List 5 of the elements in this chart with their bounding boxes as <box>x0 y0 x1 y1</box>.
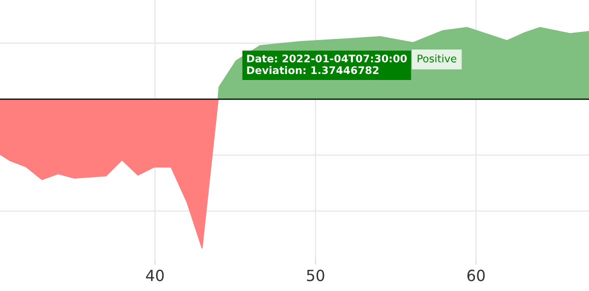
x-tick-label: 40 <box>146 270 164 282</box>
x-tick-label: 60 <box>467 270 485 282</box>
series-label: Positive <box>418 54 456 62</box>
annotation: Date: 2022-01-04T07:30:00 Deviation: 1.37446782 <box>247 54 407 74</box>
x-tick-label: 50 <box>306 270 324 282</box>
